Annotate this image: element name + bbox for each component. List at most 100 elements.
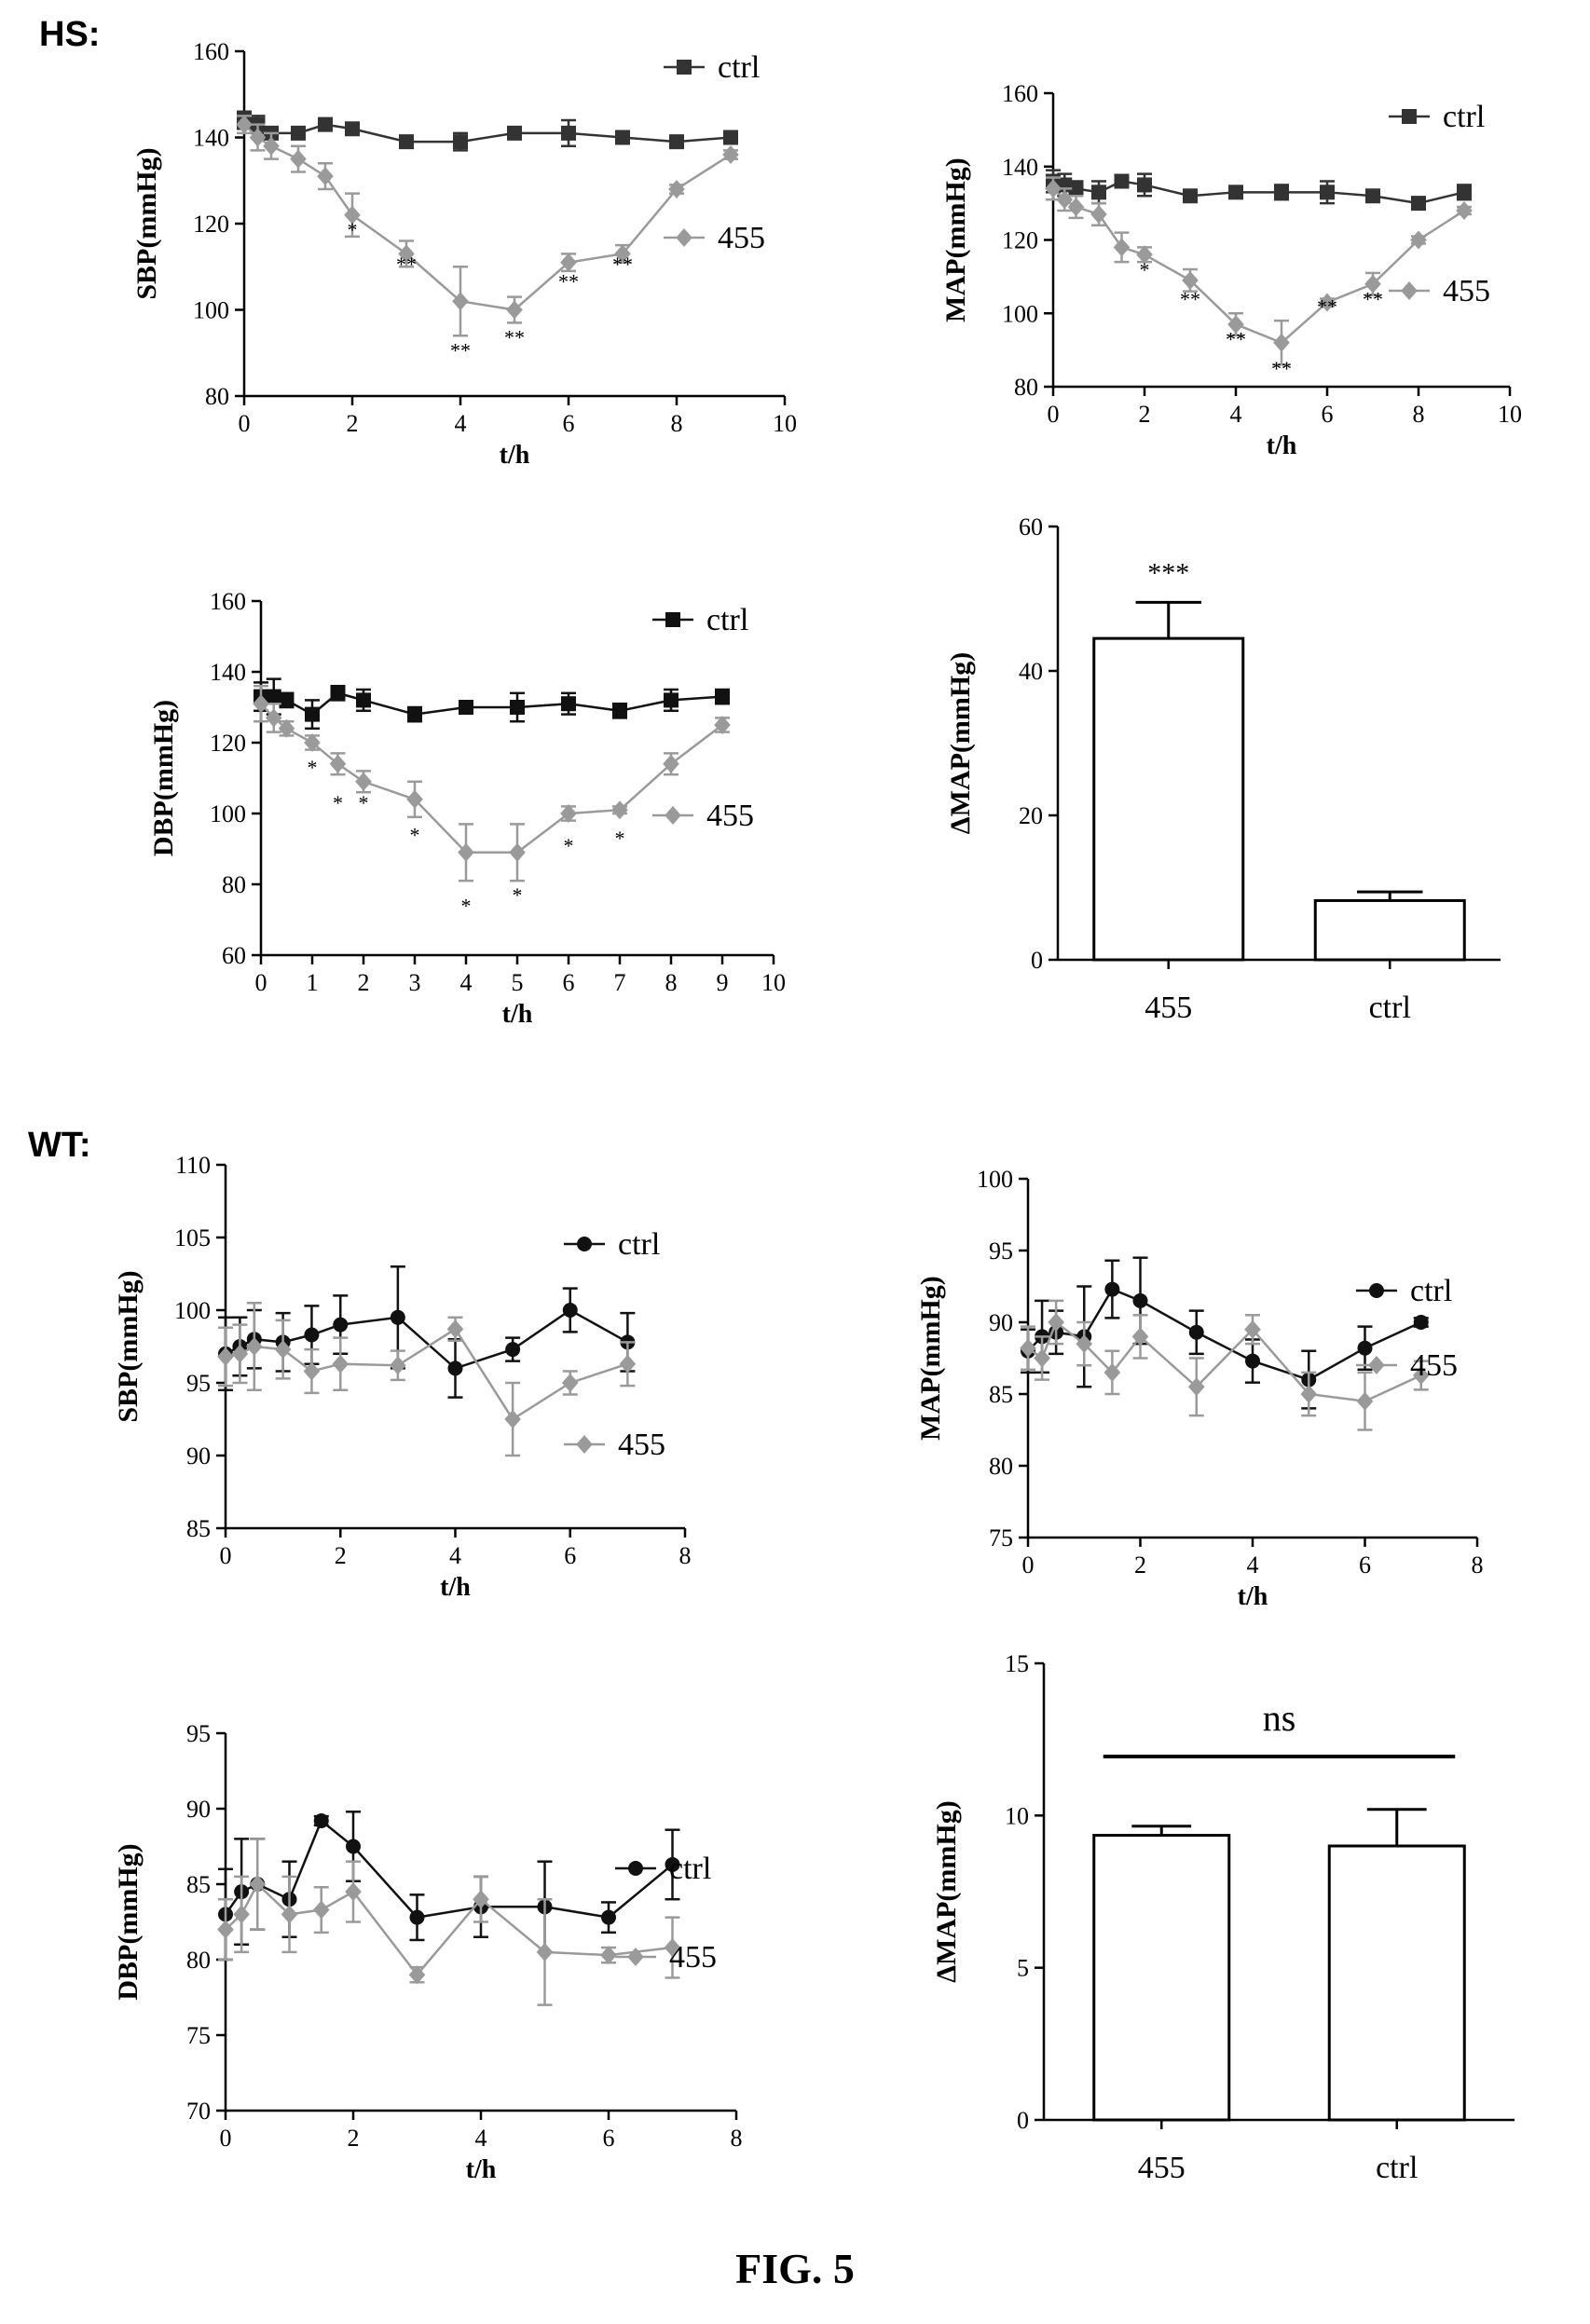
series-ctrl xyxy=(1021,1256,1429,1410)
data-point-ctrl xyxy=(409,1909,425,1925)
x-axis-label: t/h xyxy=(466,2155,497,2184)
x-tick-label: 2 xyxy=(1134,1552,1146,1579)
figure-caption: FIG. 5 xyxy=(735,2245,855,2292)
x-tick-label: 2 xyxy=(348,2125,360,2152)
legend-label-455: 455 xyxy=(706,799,754,833)
data-point-455 xyxy=(611,800,628,820)
data-point-455 xyxy=(664,1938,681,1958)
x-tick-label: 10 xyxy=(761,969,786,996)
x-tick-label: 0 xyxy=(220,1542,232,1569)
x-tick-label: 6 xyxy=(563,969,575,996)
legend-marker-ctrl xyxy=(1402,109,1417,124)
significance-marker: * xyxy=(333,791,343,814)
significance-marker: * xyxy=(348,218,358,241)
x-tick-label: 8 xyxy=(731,2125,743,2152)
significance-label: ns xyxy=(1263,1697,1296,1739)
x-tick-label: 0 xyxy=(220,2125,232,2152)
data-point-455 xyxy=(1412,1365,1430,1385)
hs-sbp-chart: 80 100 120 140 160 SBP(mmHg) 0 2 4 6 8 10 t/h ctrl 455… xyxy=(131,38,797,470)
data-point-455 xyxy=(561,1374,579,1392)
y-tick-label: 20 xyxy=(1019,802,1043,829)
y-tick-label: 80 xyxy=(989,1453,1013,1480)
legend-entry-ctrl: ctrl xyxy=(615,1852,711,1886)
data-point-455 xyxy=(446,1319,464,1339)
data-point-455 xyxy=(560,804,577,823)
x-tick-label: 2 xyxy=(335,1542,347,1569)
data-point-455 xyxy=(231,1344,249,1363)
x-tick-label: 4 xyxy=(460,969,473,996)
legend-entry-455: 455 xyxy=(664,221,765,255)
data-point-ctrl xyxy=(390,1309,405,1325)
data-point-455 xyxy=(1319,293,1336,312)
y-tick-label: 100 xyxy=(977,1166,1013,1193)
legend-entry-ctrl: ctrl xyxy=(1356,1274,1452,1308)
data-point-ctrl xyxy=(664,692,678,708)
data-point-455 xyxy=(714,716,731,734)
legend-entry-455: 455 xyxy=(1356,1348,1458,1383)
y-tick-label: 80 xyxy=(1014,374,1038,401)
data-point-455 xyxy=(217,1920,234,1939)
legend-label-ctrl: ctrl xyxy=(669,1852,711,1886)
data-point-ctrl xyxy=(1183,188,1198,204)
significance-marker: ** xyxy=(1271,357,1292,380)
data-point-455 xyxy=(663,754,679,773)
y-tick-label: 85 xyxy=(186,1515,211,1542)
wt-sbp-chart: 85 90 95 100 105 110 SBP(mmHg) 0 2 4 6 8 t/h ctrl 455 xyxy=(113,1152,692,1602)
data-point-455 xyxy=(458,842,474,862)
data-point-455 xyxy=(614,244,631,264)
significance-marker: ** xyxy=(558,269,579,293)
legend-entry-455: 455 xyxy=(615,1940,717,1975)
x-tick-label: 4 xyxy=(1247,1552,1259,1579)
x-tick-label: 2 xyxy=(358,969,370,996)
data-point-455 xyxy=(344,205,361,225)
y-tick-label: 105 xyxy=(174,1224,211,1251)
legend-marker-455 xyxy=(1401,281,1418,300)
x-tick-label: 6 xyxy=(1359,1552,1371,1579)
x-tick-label: 10 xyxy=(773,410,797,437)
y-tick-label: 95 xyxy=(186,1370,211,1397)
bar-ctrl xyxy=(1313,898,1466,962)
data-point-455 xyxy=(303,1361,321,1381)
data-point-455 xyxy=(312,1900,330,1920)
series-ctrl xyxy=(1046,169,1472,212)
bar-ctrl xyxy=(1327,1844,1466,2122)
data-point-455 xyxy=(1045,179,1062,198)
data-point-ctrl xyxy=(447,1360,463,1376)
y-tick-label: 75 xyxy=(186,2022,211,2049)
y-tick-label: 160 xyxy=(210,588,246,615)
y-tick-label: 80 xyxy=(222,871,246,898)
x-tick-label: 4 xyxy=(1230,401,1242,428)
legend-label-ctrl: ctrl xyxy=(618,1227,660,1262)
legend-entry-455: 455 xyxy=(564,1428,665,1462)
data-point-ctrl xyxy=(561,125,576,141)
y-tick-label: 95 xyxy=(186,1720,211,1747)
y-tick-label: 5 xyxy=(1017,1955,1029,1982)
data-point-ctrl xyxy=(601,1909,616,1925)
data-point-455 xyxy=(355,772,372,791)
y-tick-label: 85 xyxy=(186,1871,211,1898)
x-axis-label: t/h xyxy=(1267,431,1297,460)
x-tick-label: ctrl xyxy=(1376,2151,1418,2185)
significance-marker: ** xyxy=(1180,287,1200,310)
data-point-455 xyxy=(263,136,280,156)
y-axis-label: SBP(mmHg) xyxy=(113,1270,144,1422)
data-point-ctrl xyxy=(612,703,627,718)
legend-label-ctrl: ctrl xyxy=(706,603,748,637)
hs-dmap-chart: 0 20 40 60 ΔMAP(mmHg) 455 ctrl *** xyxy=(945,513,1501,1025)
series-455 xyxy=(236,115,739,337)
data-point-ctrl xyxy=(1228,185,1243,200)
data-point-455 xyxy=(1103,1362,1121,1382)
data-point-ctrl xyxy=(562,1303,578,1318)
data-point-ctrl xyxy=(318,116,333,132)
x-axis-label: t/h xyxy=(440,1573,471,1602)
legend-marker-ctrl xyxy=(1369,1283,1384,1298)
data-point-ctrl xyxy=(291,125,306,141)
x-tick-label: 0 xyxy=(239,410,251,437)
series-line-ctrl xyxy=(243,118,732,144)
data-point-ctrl xyxy=(510,700,525,715)
significance-marker: * xyxy=(513,883,523,907)
x-tick-label: 5 xyxy=(512,969,524,996)
y-tick-label: 100 xyxy=(210,800,246,827)
legend-marker-455 xyxy=(665,806,681,825)
